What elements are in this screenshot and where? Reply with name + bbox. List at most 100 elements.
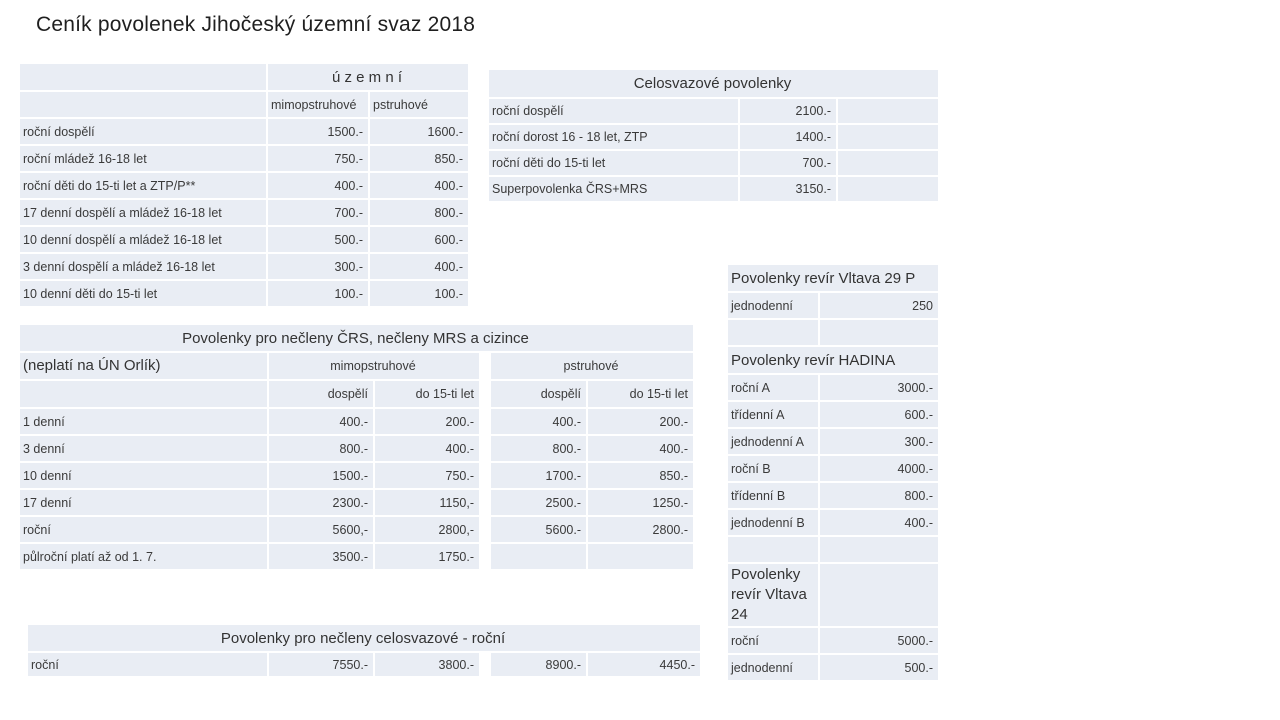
uzemni-cell-r5-c2: 800.-: [370, 200, 468, 225]
reviry-cell-r6-c1: 300.-: [820, 429, 938, 454]
uzemni-cell-r3-c0: roční mládež 16-18 let: [20, 146, 266, 171]
celosvazove-cell-r4-c1: 3150.-: [740, 177, 836, 201]
reviry-cell-r10-c1: [820, 537, 938, 562]
necleny-cell-r4-c1: 800.-: [269, 436, 373, 461]
uzemni-cell-r4-c2: 400.-: [370, 173, 468, 198]
necleny-cell-r1-c3: pstruhové: [491, 353, 693, 379]
table-povolenky-necleny: Povolenky pro nečleny ČRS, nečleny MRS a…: [20, 325, 693, 569]
necleny-cell-r5-c1: 1500.-: [269, 463, 373, 488]
necleny-cell-r4-c4: 800.-: [491, 436, 586, 461]
necleny-cell-r1-c1: mimopstruhové: [269, 353, 479, 379]
uzemni-cell-r6-c0: 10 denní dospělí a mládež 16-18 let: [20, 227, 266, 252]
table-celosvazove-povolenky: Celosvazové povolenky roční dospělí 2100.-…: [489, 70, 938, 201]
uzemni-cell-r8-c2: 100.-: [370, 281, 468, 306]
table-uzemni: ú z e m n í mimopstruhové pstruhové roční d…: [20, 64, 468, 306]
necleny-cell-r5-c4: 1700.-: [491, 463, 586, 488]
necleny-rocni-cell-r1-c2: 3800.-: [375, 653, 479, 676]
uzemni-cell-r2-c1: 1500.-: [268, 119, 368, 144]
reviry-cell-r9-c0: jednodenní B: [728, 510, 818, 535]
necleny-rocni-cell-r1-c0: roční: [28, 653, 267, 676]
reviry-cell-r12-c1: 5000.-: [820, 628, 938, 653]
celosvazove-cell-r2-c1: 1400.-: [740, 125, 836, 149]
necleny-cell-r8-c4: [491, 544, 586, 569]
celosvazove-cell-r1-c0: roční dospělí: [489, 99, 738, 123]
necleny-cell-r6-c0: 17 denní: [20, 490, 267, 515]
celosvazove-cell-r3-c0: roční děti do 15-ti let: [489, 151, 738, 175]
reviry-cell-r12-c0: roční: [728, 628, 818, 653]
necleny-cell-r0-c0: Povolenky pro nečleny ČRS, nečleny MRS a…: [20, 325, 693, 351]
celosvazove-cell-r4-c0: Superpovolenka ČRS+MRS: [489, 177, 738, 201]
celosvazove-cell-r0-c0: Celosvazové povolenky: [489, 70, 938, 97]
necleny-cell-r2-c5: do 15-ti let: [588, 381, 693, 407]
reviry-cell-r8-c0: třídenní B: [728, 483, 818, 508]
reviry-cell-r13-c0: jednodenní: [728, 655, 818, 680]
necleny-rocni-cell-r1-c1: 7550.-: [269, 653, 373, 676]
uzemni-cell-r7-c1: 300.-: [268, 254, 368, 279]
uzemni-cell-r0-c1: ú z e m n í: [268, 64, 468, 90]
necleny-cell-r1-c2: [481, 353, 489, 379]
necleny-rocni-cell-r1-c4: 8900.-: [491, 653, 586, 676]
reviry-cell-r1-c1: 250: [820, 293, 938, 318]
necleny-cell-r3-c0: 1 denní: [20, 409, 267, 434]
reviry-cell-r10-c0: [728, 537, 818, 562]
necleny-cell-r2-c4: dospělí: [491, 381, 586, 407]
reviry-cell-r7-c0: roční B: [728, 456, 818, 481]
uzemni-cell-r7-c2: 400.-: [370, 254, 468, 279]
necleny-cell-r8-c5: [588, 544, 693, 569]
necleny-cell-r7-c0: roční: [20, 517, 267, 542]
necleny-cell-r1-c0: (neplatí na ÚN Orlík): [20, 353, 267, 379]
necleny-cell-r6-c4: 2500.-: [491, 490, 586, 515]
necleny-cell-r4-c3: [481, 436, 489, 461]
reviry-cell-r5-c0: třídenní A: [728, 402, 818, 427]
uzemni-cell-r6-c2: 600.-: [370, 227, 468, 252]
uzemni-cell-r1-c2: pstruhové: [370, 92, 468, 117]
necleny-cell-r7-c3: [481, 517, 489, 542]
uzemni-cell-r0-c0: [20, 64, 266, 90]
necleny-cell-r4-c5: 400.-: [588, 436, 693, 461]
uzemni-cell-r5-c1: 700.-: [268, 200, 368, 225]
uzemni-cell-r8-c1: 100.-: [268, 281, 368, 306]
reviry-cell-r8-c1: 800.-: [820, 483, 938, 508]
necleny-cell-r4-c2: 400.-: [375, 436, 479, 461]
reviry-cell-r1-c0: jednodenní: [728, 293, 818, 318]
celosvazove-cell-r2-c0: roční dorost 16 - 18 let, ZTP: [489, 125, 738, 149]
necleny-cell-r6-c5: 1250.-: [588, 490, 693, 515]
reviry-cell-r5-c1: 600.-: [820, 402, 938, 427]
reviry-cell-r3-c0: Povolenky revír HADINA: [728, 347, 938, 373]
reviry-cell-r4-c1: 3000.-: [820, 375, 938, 400]
reviry-cell-r13-c1: 500.-: [820, 655, 938, 680]
necleny-cell-r8-c3: [481, 544, 489, 569]
necleny-rocni-cell-r1-c5: 4450.-: [588, 653, 700, 676]
celosvazove-cell-r2-c2: [838, 125, 938, 149]
necleny-cell-r7-c4: 5600.-: [491, 517, 586, 542]
necleny-cell-r2-c0: [20, 381, 267, 407]
reviry-cell-r0-c0: Povolenky revír Vltava 29 P: [728, 265, 938, 291]
uzemni-cell-r5-c0: 17 denní dospělí a mládež 16-18 let: [20, 200, 266, 225]
necleny-cell-r3-c3: [481, 409, 489, 434]
reviry-cell-r9-c1: 400.-: [820, 510, 938, 535]
necleny-cell-r3-c5: 200.-: [588, 409, 693, 434]
uzemni-cell-r8-c0: 10 denní děti do 15-ti let: [20, 281, 266, 306]
necleny-cell-r8-c1: 3500.-: [269, 544, 373, 569]
necleny-cell-r3-c1: 400.-: [269, 409, 373, 434]
uzemni-cell-r2-c0: roční dospělí: [20, 119, 266, 144]
uzemni-cell-r7-c0: 3 denní dospělí a mládež 16-18 let: [20, 254, 266, 279]
necleny-cell-r5-c5: 850.-: [588, 463, 693, 488]
uzemni-cell-r4-c0: roční děti do 15-ti let a ZTP/P**: [20, 173, 266, 198]
celosvazove-cell-r3-c2: [838, 151, 938, 175]
table-necleny-celosvazove-rocni: Povolenky pro nečleny celosvazové - ročn…: [28, 625, 700, 676]
reviry-cell-r4-c0: roční A: [728, 375, 818, 400]
celosvazove-cell-r3-c1: 700.-: [740, 151, 836, 175]
uzemni-cell-r3-c1: 750.-: [268, 146, 368, 171]
uzemni-cell-r2-c2: 1600.-: [370, 119, 468, 144]
necleny-cell-r5-c3: [481, 463, 489, 488]
necleny-cell-r2-c3: [481, 381, 489, 407]
reviry-cell-r11-c0: Povolenky revír Vltava 24: [728, 564, 818, 626]
celosvazove-cell-r1-c1: 2100.-: [740, 99, 836, 123]
necleny-cell-r7-c5: 2800.-: [588, 517, 693, 542]
necleny-cell-r6-c3: [481, 490, 489, 515]
celosvazove-cell-r4-c2: [838, 177, 938, 201]
reviry-cell-r11-c1: [820, 564, 938, 626]
uzemni-cell-r1-c0: [20, 92, 266, 117]
